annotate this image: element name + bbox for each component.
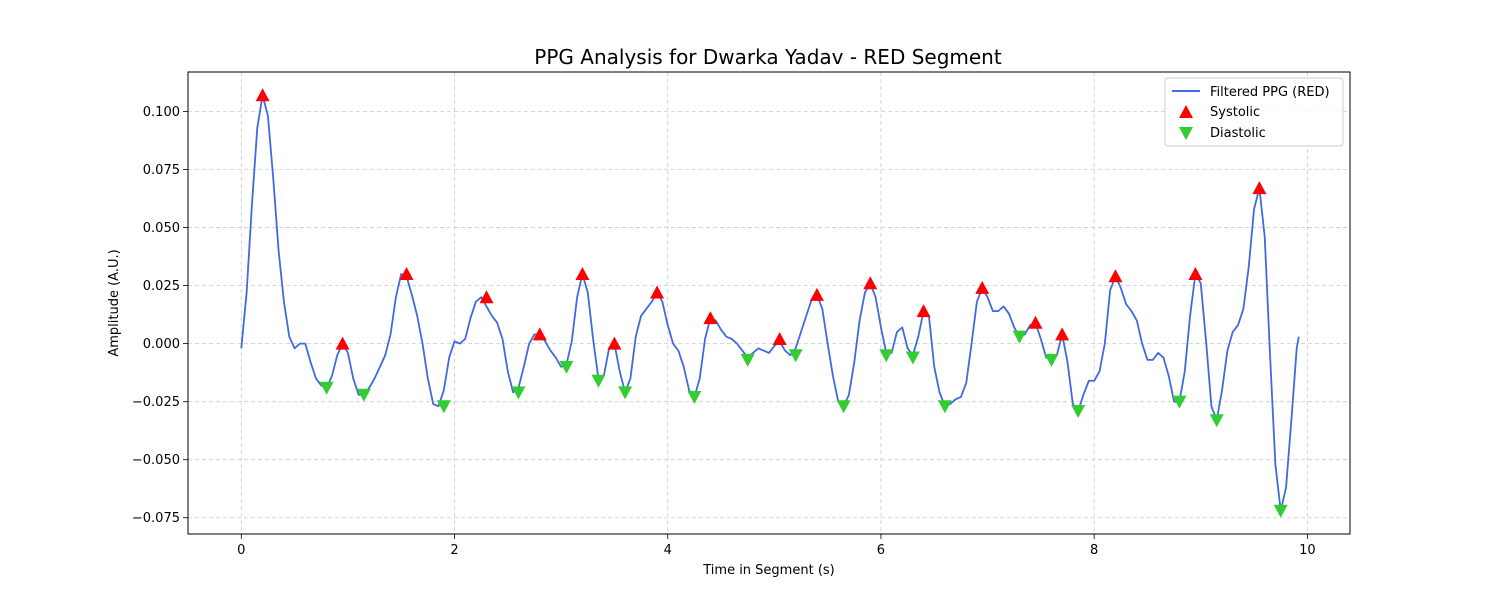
y-tick-label: 0.050 (143, 221, 180, 236)
systolic-marker (772, 331, 787, 345)
systolic-marker (1188, 266, 1203, 280)
systolic-marker (916, 304, 931, 318)
x-tick-label: 8 (1090, 543, 1098, 558)
grid (188, 72, 1350, 534)
systolic-marker (1108, 269, 1123, 283)
systolic-marker (335, 336, 350, 350)
diastolic-marker (1273, 504, 1288, 518)
systolic-marker (975, 280, 990, 294)
x-tick-label: 10 (1299, 543, 1316, 558)
y-tick-label: −0.025 (132, 395, 180, 410)
legend-label-diastolic: Diastolic (1210, 126, 1266, 141)
x-tick-label: 4 (664, 543, 672, 558)
plot-data (240, 88, 1300, 518)
diastolic-marker (1044, 353, 1059, 367)
systolic-marker (863, 276, 878, 290)
diastolic-marker (319, 381, 334, 395)
diastolic-marker (879, 349, 894, 363)
diastolic-marker (687, 391, 702, 405)
y-axis-label: Amplitude (A.U.) (107, 249, 122, 356)
diastolic-marker (1209, 414, 1224, 428)
diastolic-marker (591, 374, 606, 388)
x-tick-label: 0 (237, 543, 245, 558)
diastolic-marker (836, 400, 851, 414)
systolic-marker (575, 266, 590, 280)
axis-ticks: 0 2 4 6 8 10 −0.075 −0.050 −0.025 0.000 0.025 0.050… (132, 105, 1316, 558)
diastolic-marker (740, 353, 755, 367)
diastolic-marker (1012, 330, 1027, 344)
x-axis-label: Time in Segment (s) (702, 563, 834, 578)
diastolic-marker (937, 400, 952, 414)
systolic-marker (650, 285, 665, 299)
y-tick-label: 0.000 (143, 337, 180, 352)
y-tick-label: −0.075 (132, 511, 180, 526)
y-tick-label: 0.075 (143, 163, 180, 178)
diastolic-marker (356, 388, 371, 402)
plot-area-frame (187, 71, 1351, 535)
systolic-marker (255, 88, 270, 102)
filtered-ppg-line (240, 94, 1300, 512)
systolic-marker (1252, 181, 1267, 195)
legend: Filtered PPG (RED) Systolic Diastolic (1164, 77, 1344, 147)
legend-label-systolic: Systolic (1210, 105, 1260, 120)
systolic-marker (479, 290, 494, 304)
chart-title: PPG Analysis for Dwarka Yadav - RED Segm… (534, 45, 1002, 69)
diastolic-marker (559, 360, 574, 374)
legend-systolic-marker (1179, 105, 1193, 118)
y-tick-label: 0.025 (143, 279, 180, 294)
diastolic-marker (788, 349, 803, 363)
legend-box (1164, 77, 1344, 147)
x-tick-label: 6 (877, 543, 885, 558)
y-tick-label: 0.100 (143, 105, 180, 120)
diastolic-marker (511, 386, 526, 400)
systolic-marker (532, 327, 547, 341)
legend-label-filtered: Filtered PPG (RED) (1210, 85, 1330, 100)
legend-diastolic-marker (1179, 127, 1193, 140)
systolic-marker (399, 266, 414, 280)
diastolic-marker (905, 351, 920, 365)
y-tick-label: −0.050 (132, 453, 180, 468)
systolic-marker (607, 336, 622, 350)
x-tick-label: 2 (450, 543, 458, 558)
systolic-marker (809, 287, 824, 301)
diastolic-marker (618, 386, 633, 400)
diastolic-marker (1071, 404, 1086, 418)
systolic-marker (703, 311, 718, 325)
diastolic-marker (1172, 395, 1187, 409)
systolic-marker (1055, 327, 1070, 341)
systolic-marker (1028, 315, 1043, 329)
diastolic-marker (436, 400, 451, 414)
